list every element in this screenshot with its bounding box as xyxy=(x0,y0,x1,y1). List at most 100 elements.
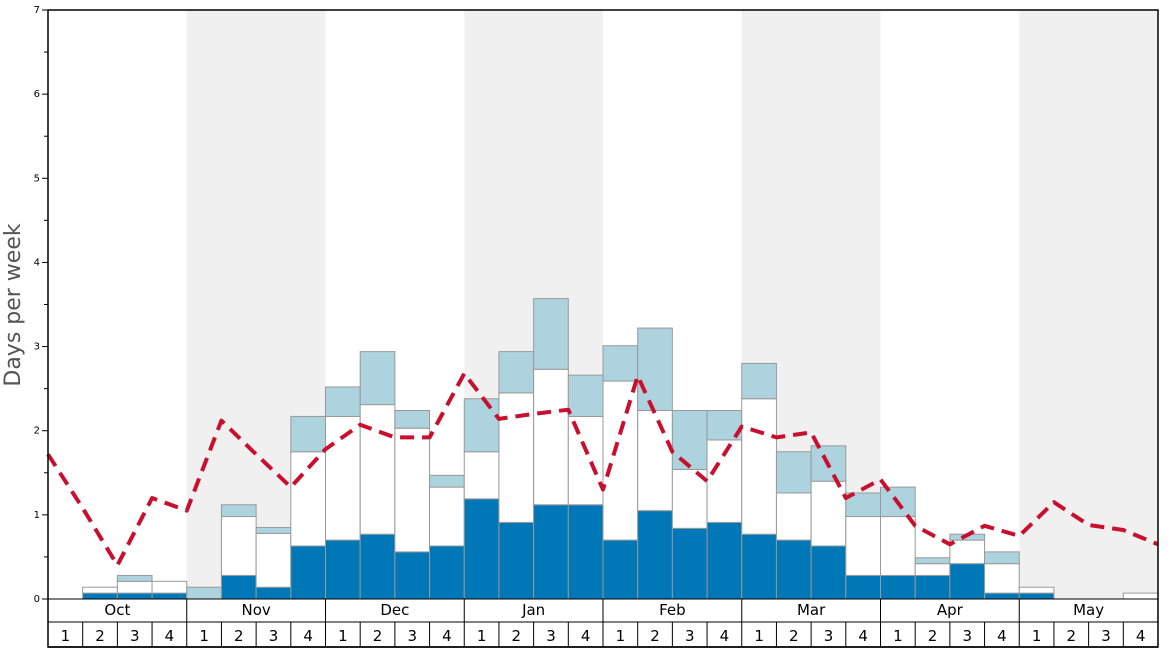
bar-white-16 xyxy=(602,380,639,541)
week-label: 2 xyxy=(789,627,799,645)
bar-dark-15 xyxy=(567,504,604,600)
bar-white-2 xyxy=(116,580,153,594)
bar-white-14 xyxy=(533,368,569,506)
month-label-may: May xyxy=(1073,601,1104,619)
week-label: 4 xyxy=(442,627,452,645)
week-label: 1 xyxy=(893,627,903,645)
average-line xyxy=(46,371,1159,568)
week-label: 3 xyxy=(1101,627,1111,645)
bar-dark-28 xyxy=(1018,592,1055,600)
month-label-nov: Nov xyxy=(241,601,270,619)
bar-light-8 xyxy=(325,386,361,417)
week-label: 3 xyxy=(546,627,556,645)
month-shade-may xyxy=(1019,10,1158,599)
bar-light-17 xyxy=(637,327,673,412)
month-label-jan: Jan xyxy=(521,601,545,619)
week-label: 1 xyxy=(199,627,209,645)
week-label: 1 xyxy=(61,627,71,645)
bar-white-27 xyxy=(984,563,1020,594)
month-label-mar: Mar xyxy=(797,601,826,619)
bar-white-17 xyxy=(637,410,673,512)
month-label-apr: Apr xyxy=(937,601,964,619)
week-label: 4 xyxy=(858,627,868,645)
bar-light-13 xyxy=(498,351,535,394)
bar-white-21 xyxy=(775,492,812,541)
y-tick-label: 2 xyxy=(34,426,40,437)
bar-dark-19 xyxy=(706,521,743,600)
bar-dark-14 xyxy=(533,504,569,600)
week-label: 2 xyxy=(512,627,522,645)
bar-white-11 xyxy=(429,486,465,547)
bar-light-4 xyxy=(186,586,222,600)
bar-dark-16 xyxy=(602,539,639,600)
week-label: 3 xyxy=(130,627,140,645)
week-label: 2 xyxy=(928,627,938,645)
week-label: 2 xyxy=(1067,627,1077,645)
week-label: 2 xyxy=(234,627,244,645)
bar-light-9 xyxy=(359,351,396,406)
bar-white-9 xyxy=(359,404,396,535)
bar-white-13 xyxy=(498,392,535,523)
week-label: 4 xyxy=(720,627,730,645)
bar-light-16 xyxy=(602,345,639,382)
bar-dark-13 xyxy=(498,521,535,600)
plot-frame xyxy=(47,9,1159,648)
bar-dark-3 xyxy=(151,592,188,600)
week-label: 4 xyxy=(997,627,1007,645)
bar-white-3 xyxy=(151,580,188,594)
y-tick-label: 3 xyxy=(34,342,40,353)
y-tick-label: 5 xyxy=(34,173,40,184)
y-tick-label: 1 xyxy=(34,510,40,521)
y-tick-label: 6 xyxy=(34,89,40,100)
bar-dark-10 xyxy=(394,551,431,600)
y-axis-label: Days per week xyxy=(1,223,26,386)
week-label: 1 xyxy=(1032,627,1042,645)
bar-dark-5 xyxy=(220,574,257,600)
bar-dark-24 xyxy=(880,574,916,600)
bar-dark-21 xyxy=(775,539,812,600)
bar-dark-23 xyxy=(845,574,881,600)
bar-light-19 xyxy=(706,410,743,441)
y-tick-label: 7 xyxy=(34,5,40,16)
month-label-oct: Oct xyxy=(104,601,130,619)
bar-light-7 xyxy=(290,415,326,453)
week-label: 3 xyxy=(407,627,417,645)
bar-light-14 xyxy=(533,298,569,370)
week-label: 4 xyxy=(303,627,313,645)
bar-dark-18 xyxy=(671,527,708,600)
bar-light-2 xyxy=(116,574,153,582)
week-label: 4 xyxy=(581,627,591,645)
month-label-dec: Dec xyxy=(380,601,409,619)
bar-white-24 xyxy=(880,516,916,576)
bar-light-27 xyxy=(984,551,1020,565)
bar-dark-6 xyxy=(255,586,292,600)
week-label: 1 xyxy=(338,627,348,645)
week-label: 4 xyxy=(165,627,175,645)
bar-dark-27 xyxy=(984,592,1020,600)
y-tick-label: 4 xyxy=(34,257,40,268)
bar-light-6 xyxy=(255,526,292,534)
y-tick-label: 0 xyxy=(34,594,40,605)
bar-dark-9 xyxy=(359,533,396,600)
bar-light-21 xyxy=(775,451,812,494)
week-label: 1 xyxy=(477,627,487,645)
bar-dark-2 xyxy=(116,592,153,600)
bar-light-25 xyxy=(914,557,951,565)
bar-dark-25 xyxy=(914,574,951,600)
week-label: 1 xyxy=(616,627,626,645)
week-label: 3 xyxy=(685,627,695,645)
week-label: 3 xyxy=(824,627,834,645)
bar-light-10 xyxy=(394,410,431,429)
bar-white-1 xyxy=(82,586,118,594)
bar-white-20 xyxy=(741,398,777,535)
bar-white-12 xyxy=(463,451,500,500)
bar-dark-17 xyxy=(637,510,673,600)
bar-light-20 xyxy=(741,362,777,400)
bar-light-5 xyxy=(220,504,257,518)
week-label: 1 xyxy=(754,627,764,645)
bar-light-15 xyxy=(567,374,604,417)
month-label-feb: Feb xyxy=(659,601,686,619)
bar-white-22 xyxy=(810,480,847,547)
bar-white-28 xyxy=(1018,586,1055,594)
bar-white-15 xyxy=(567,415,604,506)
